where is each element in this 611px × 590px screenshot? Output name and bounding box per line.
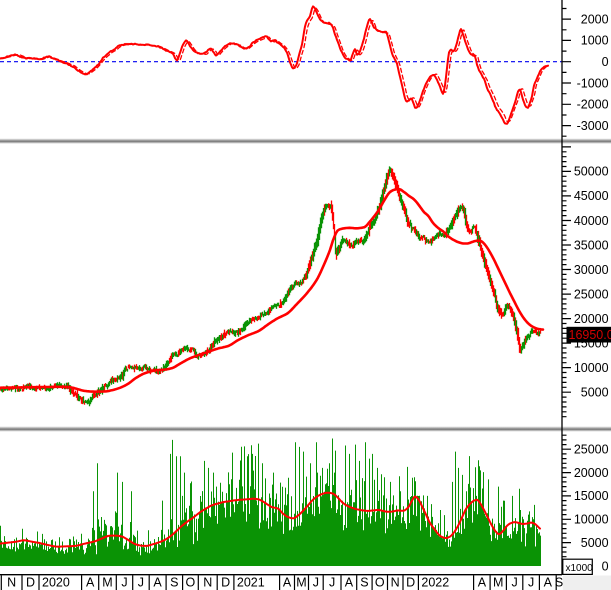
svg-text:5000: 5000	[581, 386, 609, 400]
svg-text:A: A	[544, 576, 553, 590]
svg-text:S: S	[170, 576, 178, 590]
svg-text:O: O	[186, 576, 196, 590]
svg-text:5000: 5000	[581, 536, 609, 550]
svg-text:35000: 35000	[574, 238, 609, 252]
svg-text:D: D	[221, 576, 230, 590]
svg-text:40000: 40000	[574, 214, 609, 228]
svg-text:A: A	[478, 576, 487, 590]
svg-text:-2000: -2000	[577, 98, 609, 112]
svg-text:D: D	[26, 576, 35, 590]
svg-text:N: N	[7, 576, 16, 590]
svg-text:16950.00: 16950.00	[569, 328, 611, 342]
svg-text:J: J	[121, 576, 127, 590]
svg-text:-1000: -1000	[577, 76, 609, 90]
svg-text:2020: 2020	[42, 576, 70, 590]
svg-text:A: A	[153, 576, 162, 590]
svg-text:J: J	[511, 576, 517, 590]
svg-text:1000: 1000	[581, 34, 609, 48]
svg-text:10000: 10000	[574, 513, 609, 527]
svg-text:D: D	[406, 576, 415, 590]
svg-text:M: M	[296, 576, 306, 590]
svg-text:S: S	[555, 576, 563, 590]
svg-text:J: J	[313, 576, 319, 590]
svg-text:2000: 2000	[581, 12, 609, 26]
svg-text:2021: 2021	[237, 576, 265, 590]
svg-text:0: 0	[602, 55, 609, 69]
svg-text:20000: 20000	[574, 466, 609, 480]
svg-text:20000: 20000	[574, 312, 609, 326]
svg-text:A: A	[345, 576, 354, 590]
svg-text:25000: 25000	[574, 287, 609, 301]
svg-text:A: A	[283, 576, 292, 590]
svg-text:2022: 2022	[421, 576, 449, 590]
svg-text:J: J	[329, 576, 335, 590]
svg-text:M: M	[102, 576, 112, 590]
svg-text:x1000: x1000	[566, 563, 594, 574]
svg-text:J: J	[138, 576, 144, 590]
svg-text:A: A	[86, 576, 95, 590]
svg-text:J: J	[528, 576, 534, 590]
svg-text:N: N	[391, 576, 400, 590]
svg-text:M: M	[493, 576, 503, 590]
svg-text:10000: 10000	[574, 361, 609, 375]
svg-text:O: O	[375, 576, 385, 590]
svg-text:N: N	[203, 576, 212, 590]
svg-text:25000: 25000	[574, 443, 609, 457]
svg-text:15000: 15000	[574, 489, 609, 503]
svg-text:-3000: -3000	[577, 119, 609, 133]
svg-text:45000: 45000	[574, 189, 609, 203]
svg-text:30000: 30000	[574, 263, 609, 277]
svg-text:0: 0	[602, 560, 609, 574]
svg-text:S: S	[360, 576, 368, 590]
svg-text:50000: 50000	[574, 165, 609, 179]
